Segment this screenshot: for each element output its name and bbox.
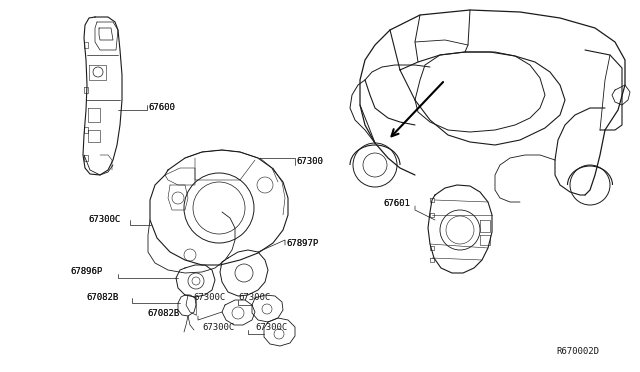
Text: 67300: 67300 [296,157,323,167]
Text: 67896P: 67896P [70,267,102,276]
Text: 67300C: 67300C [255,324,287,333]
Text: 67601: 67601 [383,199,410,208]
Text: R670002D: R670002D [556,347,599,356]
Text: 67300: 67300 [296,157,323,167]
Text: 67300C: 67300C [238,294,270,302]
Text: 67601: 67601 [383,199,410,208]
Text: 67082B: 67082B [86,292,118,301]
Text: 67300C: 67300C [193,294,225,302]
Text: 67300C: 67300C [88,215,120,224]
Text: 67600: 67600 [148,103,175,112]
Text: 67600: 67600 [148,103,175,112]
Text: 67082B: 67082B [147,310,179,318]
Text: 67082B: 67082B [86,292,118,301]
Text: 67897P: 67897P [286,238,318,247]
Text: 67300C: 67300C [88,215,120,224]
Text: 67897P: 67897P [286,238,318,247]
Text: 67896P: 67896P [70,267,102,276]
Text: 67082B: 67082B [147,310,179,318]
Text: 67300C: 67300C [202,324,234,333]
